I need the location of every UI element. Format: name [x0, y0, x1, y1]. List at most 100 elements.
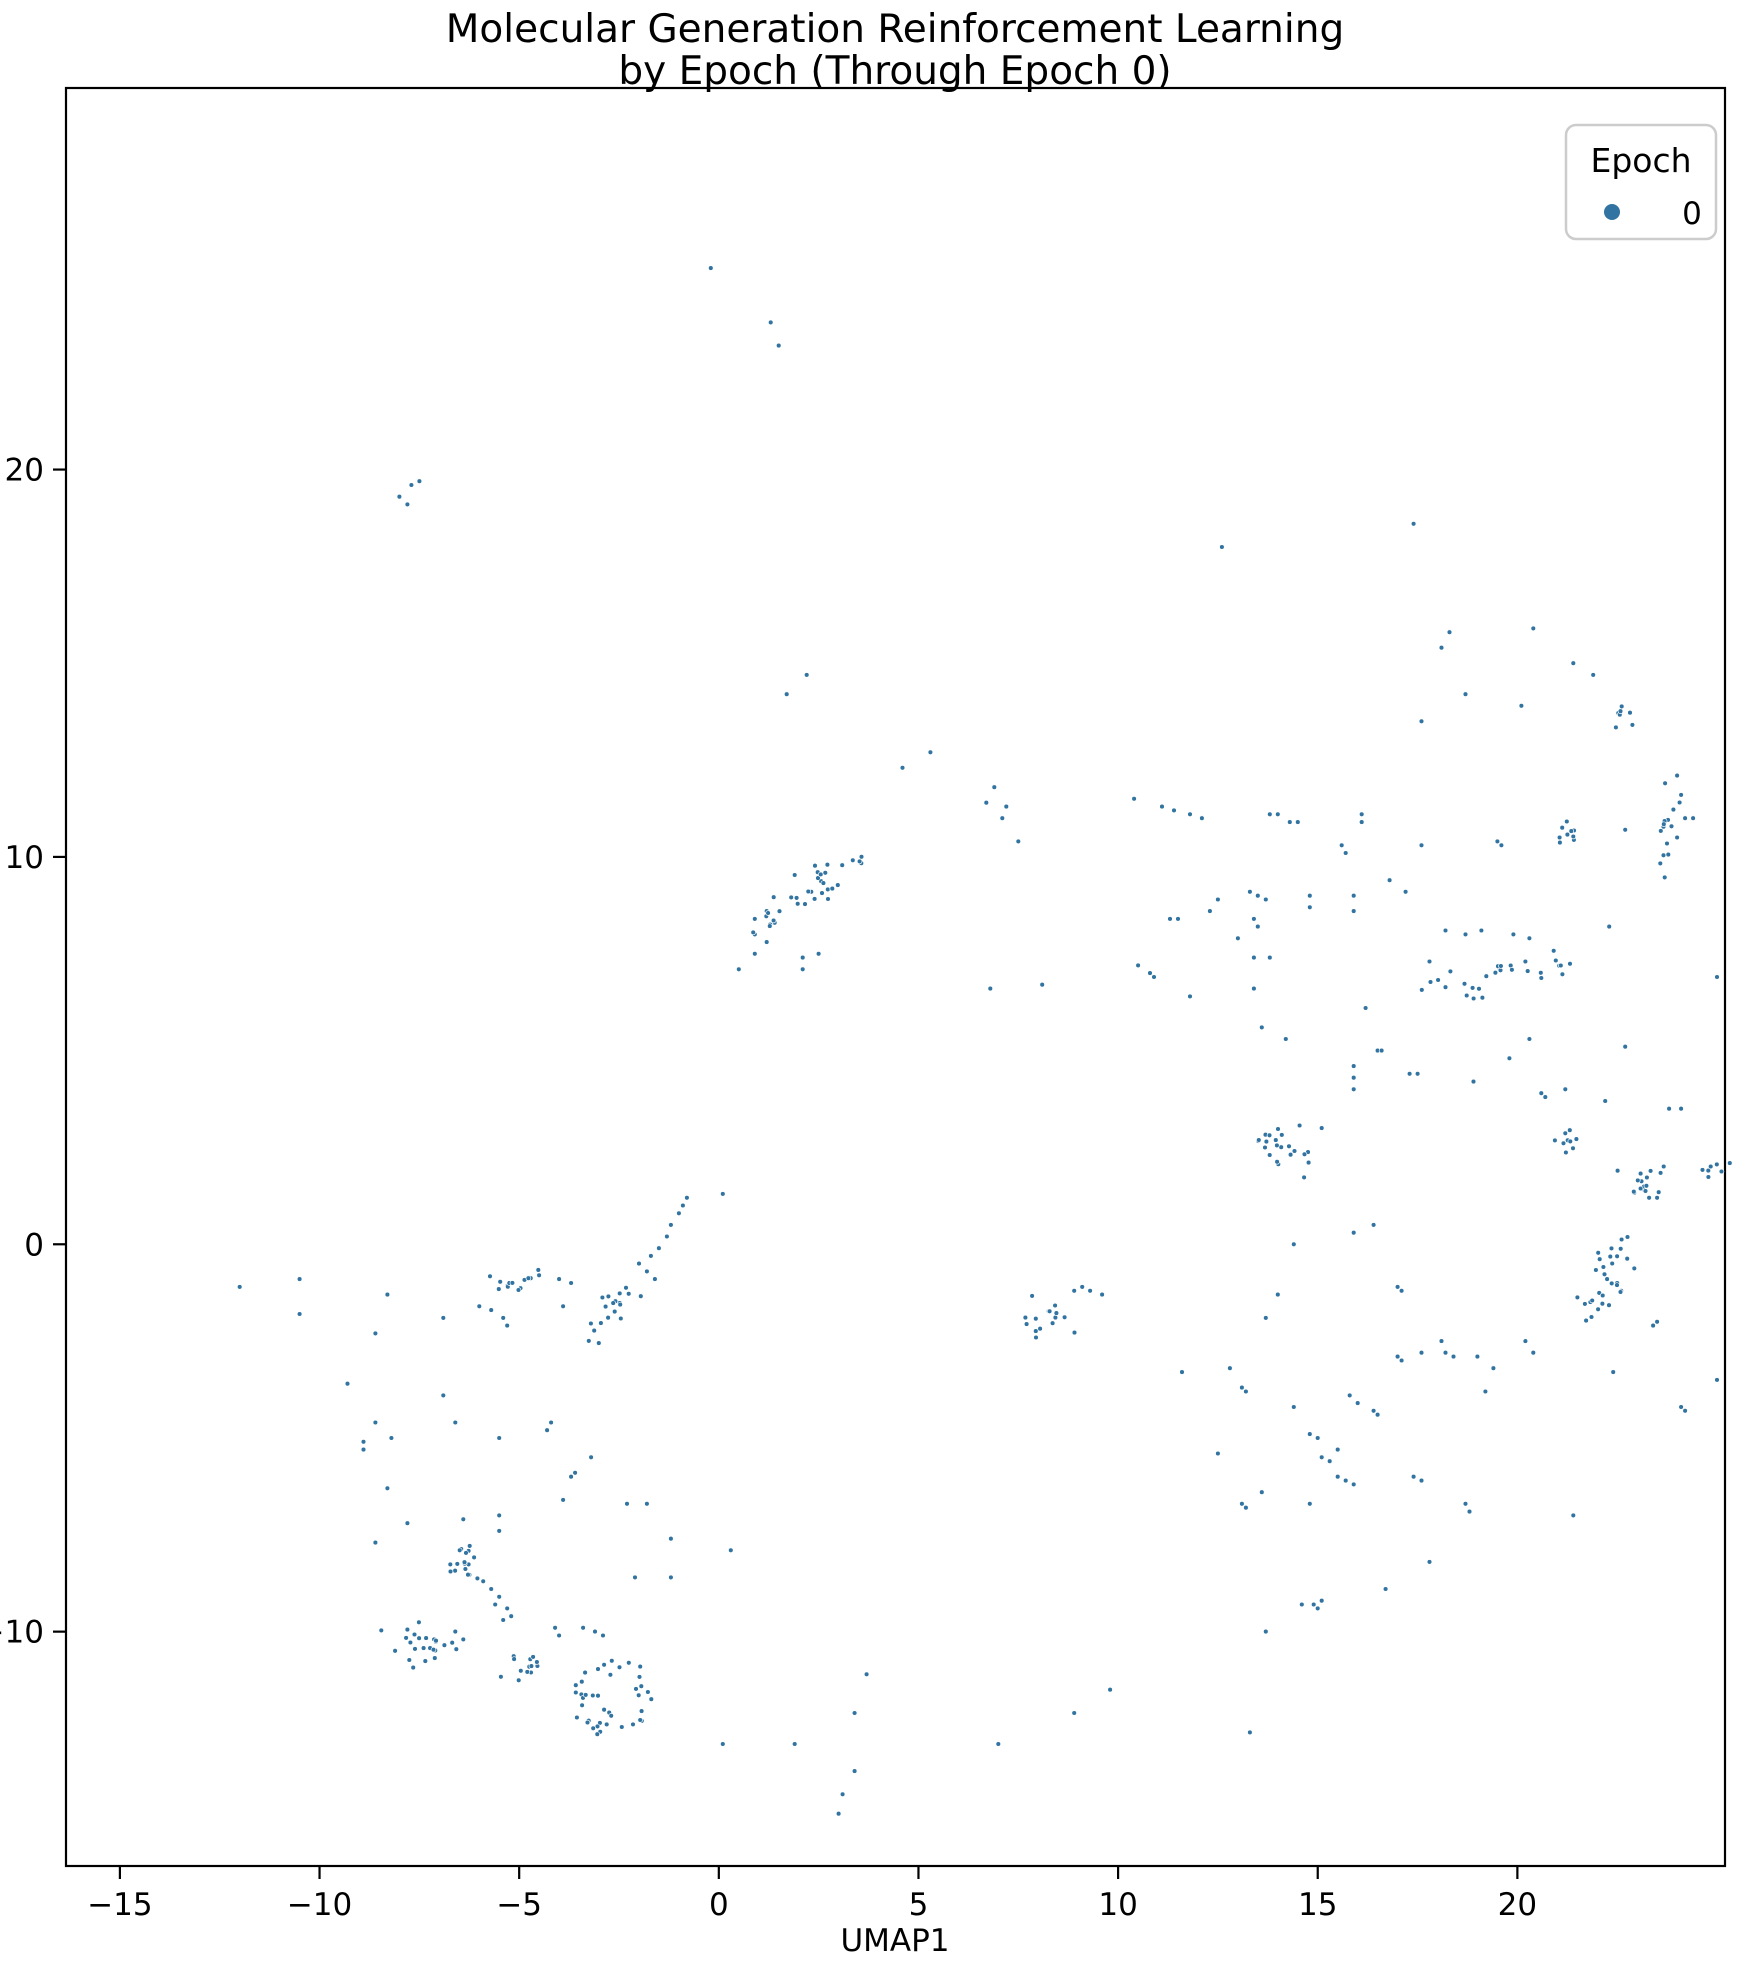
data-point [1622, 827, 1628, 833]
y-tick-label: 20 [5, 453, 44, 489]
x-tick-label: −5 [496, 1887, 542, 1923]
data-point [1570, 660, 1577, 666]
data-point [1474, 1353, 1481, 1360]
data-point [1358, 811, 1365, 818]
data-point [463, 1550, 469, 1556]
data-point [568, 1280, 574, 1286]
data-point [1655, 1189, 1662, 1195]
data-point [1446, 629, 1453, 635]
data-point [619, 1724, 625, 1730]
data-point [579, 1678, 585, 1685]
data-point [1654, 1319, 1660, 1325]
data-point [1462, 931, 1469, 938]
data-point [496, 1435, 502, 1441]
data-point [530, 1654, 536, 1660]
data-point [471, 1554, 477, 1561]
data-point [680, 1202, 686, 1209]
data-point [1707, 1163, 1714, 1170]
data-point [568, 1473, 574, 1480]
data-point [1483, 973, 1490, 979]
data-point [579, 1702, 585, 1709]
data-point [430, 1646, 437, 1653]
data-point [645, 1689, 651, 1695]
data-point [1662, 780, 1668, 787]
data-point [817, 871, 824, 878]
data-point [1482, 1388, 1489, 1395]
data-point [384, 1291, 391, 1298]
data-point [763, 939, 770, 945]
data-point [508, 1613, 514, 1619]
data-point [372, 1539, 379, 1546]
data-point [1394, 1284, 1401, 1290]
data-point [1307, 904, 1313, 911]
data-point [1618, 1236, 1625, 1243]
data-point [1631, 1265, 1638, 1272]
data-point [1526, 935, 1533, 942]
data-point [1378, 1047, 1385, 1054]
data-point [1462, 1501, 1469, 1507]
data-point [416, 1619, 422, 1626]
data-point [1167, 916, 1173, 922]
data-point [460, 1636, 467, 1643]
data-point [580, 1625, 586, 1631]
data-point [1037, 1325, 1043, 1332]
data-point [1567, 1127, 1573, 1133]
data-point [1283, 1036, 1289, 1042]
data-point [556, 1276, 562, 1282]
data-point [452, 1419, 459, 1426]
data-point [1274, 1142, 1280, 1149]
data-point [384, 1485, 391, 1492]
data-point [1022, 1314, 1029, 1321]
data-point [607, 1672, 614, 1678]
data-point [1033, 1315, 1039, 1322]
data-point [1674, 834, 1680, 841]
data-point [497, 1279, 503, 1285]
data-point [524, 1669, 531, 1675]
data-point [1307, 1501, 1313, 1507]
data-point [528, 1663, 535, 1669]
data-point [1394, 1353, 1401, 1360]
x-tick-label: −15 [87, 1887, 152, 1923]
data-point [815, 875, 821, 881]
data-point [1438, 644, 1445, 651]
data-point [423, 1635, 429, 1641]
data-point [1595, 1306, 1601, 1313]
data-point [625, 1291, 632, 1297]
data-point [1582, 1301, 1588, 1307]
x-tick-label: 5 [909, 1887, 929, 1923]
data-point [476, 1303, 483, 1310]
data-point [684, 1195, 690, 1201]
data-point [1658, 828, 1664, 834]
legend-box [1564, 123, 1718, 241]
data-point [592, 1628, 598, 1635]
data-point [1039, 981, 1045, 988]
data-point [588, 1320, 594, 1327]
x-tick-label: 20 [1498, 1887, 1537, 1923]
data-point [404, 1520, 411, 1526]
data-point [1552, 1137, 1558, 1144]
data-point [618, 1315, 624, 1322]
data-point [1506, 1055, 1513, 1062]
data-point [1604, 1276, 1610, 1282]
data-point [1275, 1126, 1281, 1132]
data-point [770, 894, 777, 900]
data-point [582, 1692, 589, 1698]
data-point [1601, 1271, 1608, 1278]
data-point [1614, 1253, 1620, 1260]
data-point [1052, 1314, 1059, 1321]
data-point [987, 985, 994, 992]
data-point [927, 749, 934, 756]
data-point [573, 1682, 579, 1688]
data-point [496, 1528, 502, 1534]
data-point [1469, 985, 1476, 991]
data-point [1259, 1489, 1265, 1495]
data-point [454, 1561, 461, 1567]
data-point [1600, 1264, 1607, 1270]
data-point [1318, 1597, 1325, 1604]
data-point [676, 1210, 682, 1217]
data-point [652, 1276, 658, 1282]
data-point [534, 1659, 540, 1665]
data-point [1596, 1256, 1603, 1262]
data-point [1267, 811, 1273, 818]
data-point [1219, 544, 1225, 550]
